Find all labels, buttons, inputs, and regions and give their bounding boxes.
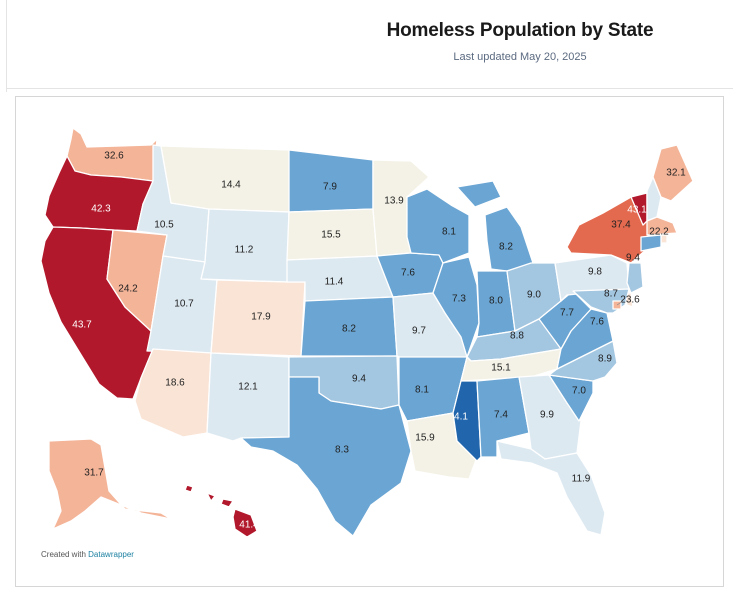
map-card: 32.6 42.3 43.7 24.2 10.5 14.4 11.2 10.7 17.9 18.6… <box>15 96 724 587</box>
state-value-mo: 9.7 <box>412 326 426 337</box>
state-value-wv: 7.7 <box>560 308 574 319</box>
state-tx[interactable] <box>240 376 412 537</box>
state-value-nc: 8.9 <box>598 354 612 365</box>
state-value-nj: 9.4 <box>626 253 640 264</box>
state-value-nv: 24.2 <box>118 284 138 295</box>
state-value-ny: 37.4 <box>611 220 631 231</box>
state-value-ma: 22.2 <box>649 227 669 238</box>
state-value-hi: 41.4 <box>239 520 259 531</box>
chart-header: Homeless Population by State Last update… <box>310 20 730 63</box>
state-value-wa: 32.6 <box>104 151 124 162</box>
state-value-ca: 43.7 <box>72 320 92 331</box>
state-value-tn: 15.1 <box>491 363 511 374</box>
state-value-ak: 31.7 <box>84 468 104 479</box>
chart-subtitle: Last updated May 20, 2025 <box>453 51 587 63</box>
state-value-ne: 11.4 <box>325 277 344 288</box>
state-value-pa: 9.8 <box>588 267 602 278</box>
credit-prefix: Created with <box>41 550 86 559</box>
state-value-az: 18.6 <box>165 378 185 389</box>
state-value-mn: 13.9 <box>384 196 404 207</box>
state-value-mt: 14.4 <box>221 180 241 191</box>
state-value-ar: 8.1 <box>415 385 429 396</box>
state-fl[interactable] <box>496 440 606 536</box>
state-ak[interactable] <box>48 438 172 530</box>
datawrapper-credit: Created with Datawrapper <box>41 550 134 559</box>
state-value-fl: 11.9 <box>572 474 591 485</box>
state-value-va: 7.6 <box>590 317 604 328</box>
state-value-la: 15.9 <box>415 433 435 444</box>
state-value-mi: 8.2 <box>499 242 513 253</box>
state-value-ut: 10.7 <box>174 299 194 310</box>
state-value-al: 7.4 <box>494 410 508 421</box>
datawrapper-link[interactable]: Datawrapper <box>88 550 134 559</box>
state-value-ms: 4.1 <box>454 412 468 423</box>
state-value-nd: 7.9 <box>323 182 337 193</box>
state-value-me: 32.1 <box>666 168 686 179</box>
state-value-id: 10.5 <box>154 220 174 231</box>
us-choropleth-map: 32.6 42.3 43.7 24.2 10.5 14.4 11.2 10.7 17.9 18.6… <box>40 127 694 538</box>
state-value-nm: 12.1 <box>238 382 258 393</box>
state-value-co: 17.9 <box>251 312 271 323</box>
header-divider <box>6 88 733 89</box>
state-value-vt: 43.1 <box>627 205 647 216</box>
left-divider <box>6 0 7 92</box>
state-hi[interactable] <box>184 484 258 538</box>
state-value-or: 42.3 <box>91 204 111 215</box>
state-me[interactable] <box>652 144 694 202</box>
state-value-ga: 9.9 <box>540 410 554 421</box>
state-ct[interactable] <box>640 234 662 252</box>
state-value-wi: 8.1 <box>442 227 456 238</box>
state-nh[interactable] <box>646 176 662 222</box>
state-wi[interactable] <box>406 188 470 264</box>
chart-title: Homeless Population by State <box>386 20 654 41</box>
state-value-ok: 9.4 <box>352 374 366 385</box>
state-value-tx: 8.3 <box>335 445 349 456</box>
dc-leader-line <box>616 300 624 306</box>
state-value-md: 8.7 <box>604 289 618 300</box>
state-tn[interactable] <box>460 348 562 382</box>
state-nj[interactable] <box>626 262 644 294</box>
state-value-ks: 8.2 <box>342 324 356 335</box>
state-value-wy: 11.2 <box>235 245 254 256</box>
state-co[interactable] <box>210 279 306 357</box>
state-value-oh: 9.0 <box>527 290 541 301</box>
state-ma[interactable] <box>646 216 678 236</box>
state-value-sc: 7.0 <box>572 386 586 397</box>
state-value-ky: 8.8 <box>510 331 524 342</box>
state-value-sd: 15.5 <box>321 230 341 241</box>
state-value-in: 8.0 <box>489 296 503 307</box>
state-value-dc: 23.6 <box>620 295 640 306</box>
state-nm[interactable] <box>206 352 290 442</box>
state-value-il: 7.3 <box>452 294 466 305</box>
state-value-ia: 7.6 <box>401 268 415 279</box>
